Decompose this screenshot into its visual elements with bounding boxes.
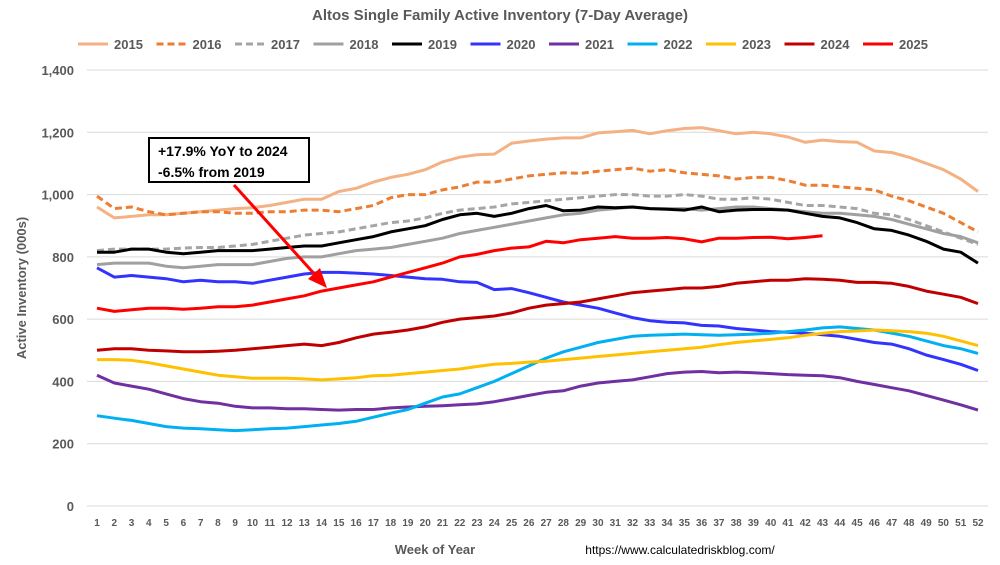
x-tick-label: 40 <box>765 518 777 529</box>
x-tick-label: 52 <box>972 518 984 529</box>
x-tick-label: 3 <box>129 518 135 529</box>
gridlines <box>87 69 988 507</box>
x-tick-label: 34 <box>661 518 673 529</box>
legend-label-2018: 2018 <box>350 37 379 52</box>
legend-label-2016: 2016 <box>193 37 222 52</box>
y-tick-label: 600 <box>52 312 74 327</box>
annotation-box: +17.9% YoY to 2024 -6.5% from 2019 <box>148 137 310 183</box>
y-tick-label: 0 <box>67 499 74 514</box>
x-tick-label: 18 <box>385 518 397 529</box>
x-tick-label: 25 <box>506 518 518 529</box>
x-tick-label: 11 <box>264 518 275 529</box>
x-tick-label: 12 <box>281 518 293 529</box>
legend-label-2024: 2024 <box>821 37 851 52</box>
x-tick-label: 33 <box>644 518 656 529</box>
x-tick-label: 30 <box>592 518 604 529</box>
x-tick-label: 24 <box>489 518 501 529</box>
x-tick-label: 28 <box>558 518 570 529</box>
y-axis-ticks: 0 200 400 600 800 1,000 1,200 1,400 <box>41 63 74 514</box>
legend-label-2019: 2019 <box>428 37 457 52</box>
legend-label-2017: 2017 <box>271 37 300 52</box>
x-tick-label: 36 <box>696 518 708 529</box>
x-tick-label: 6 <box>181 518 187 529</box>
x-tick-label: 1 <box>94 518 100 529</box>
x-tick-label: 22 <box>454 518 466 529</box>
x-tick-label: 4 <box>146 518 152 529</box>
x-tick-label: 31 <box>610 518 622 529</box>
x-tick-label: 14 <box>316 518 328 529</box>
x-tick-label: 2 <box>111 518 117 529</box>
series-lines <box>96 126 979 433</box>
x-tick-label: 44 <box>834 518 846 529</box>
y-axis-label: Active Inventory (000s) <box>14 217 29 359</box>
x-axis-label: Week of Year <box>395 542 475 557</box>
x-tick-label: 13 <box>299 518 311 529</box>
x-tick-label: 35 <box>679 518 691 529</box>
x-tick-label: 26 <box>523 518 535 529</box>
x-tick-label: 20 <box>420 518 432 529</box>
legend-label-2021: 2021 <box>585 37 614 52</box>
x-tick-label: 16 <box>351 518 363 529</box>
legend-label-2023: 2023 <box>742 37 771 52</box>
x-axis-ticks: 1 2 3 4 5 6 7 8 9 10 11 12 13 14 15 16 17 18 19 20 21 22 23 24 2… <box>94 518 984 529</box>
series-line-2023 <box>97 328 979 382</box>
x-tick-label: 47 <box>886 518 898 529</box>
series-line-2021 <box>96 370 979 412</box>
legend-label-2015: 2015 <box>114 37 143 52</box>
x-tick-label: 50 <box>938 518 950 529</box>
x-tick-label: 29 <box>575 518 587 529</box>
y-tick-label: 800 <box>52 250 74 265</box>
annotation-line-1: +17.9% YoY to 2024 <box>158 143 288 159</box>
x-tick-label: 45 <box>852 518 864 529</box>
series-line-2019 <box>97 204 979 265</box>
y-tick-label: 1,400 <box>41 63 74 78</box>
x-tick-label: 41 <box>782 518 794 529</box>
x-tick-label: 5 <box>163 518 169 529</box>
x-tick-label: 9 <box>232 518 238 529</box>
series-line-2020 <box>96 266 979 372</box>
legend-label-2022: 2022 <box>664 37 693 52</box>
series-line-2025 <box>96 234 823 313</box>
x-tick-label: 17 <box>368 518 380 529</box>
x-tick-label: 38 <box>731 518 743 529</box>
y-tick-label: 1,200 <box>41 125 74 140</box>
x-tick-label: 19 <box>402 518 414 529</box>
chart-title: Altos Single Family Active Inventory (7-… <box>312 7 688 24</box>
series-line-2015 <box>96 126 979 220</box>
legend-label-2025: 2025 <box>899 37 928 52</box>
x-tick-label: 49 <box>921 518 933 529</box>
x-tick-label: 10 <box>247 518 259 529</box>
x-tick-label: 32 <box>627 518 639 529</box>
series-line-2018 <box>96 205 979 270</box>
x-tick-label: 39 <box>748 518 760 529</box>
y-tick-label: 200 <box>52 437 74 452</box>
x-tick-label: 7 <box>198 518 204 529</box>
x-tick-label: 23 <box>471 518 483 529</box>
x-tick-label: 43 <box>817 518 829 529</box>
x-tick-label: 42 <box>800 518 812 529</box>
x-tick-label: 15 <box>333 518 345 529</box>
source-url: https://www.calculatedriskblog.com/ <box>585 543 775 557</box>
x-tick-label: 21 <box>437 518 449 529</box>
series-line-2017 <box>96 193 979 253</box>
legend: 2015 2016 2017 2018 2019 2020 2021 2022 2023 2024… <box>78 37 928 52</box>
series-line-2024 <box>96 277 979 354</box>
x-tick-label: 48 <box>903 518 915 529</box>
x-tick-label: 37 <box>713 518 725 529</box>
y-tick-label: 400 <box>52 374 74 389</box>
legend-label-2020: 2020 <box>507 37 536 52</box>
x-tick-label: 51 <box>955 518 967 529</box>
annotation-line-2: -6.5% from 2019 <box>158 164 265 180</box>
x-tick-label: 46 <box>869 518 881 529</box>
x-tick-label: 8 <box>215 518 221 529</box>
annotation-arrow <box>232 183 327 288</box>
y-tick-label: 1,000 <box>41 188 74 203</box>
x-tick-label: 27 <box>541 518 553 529</box>
